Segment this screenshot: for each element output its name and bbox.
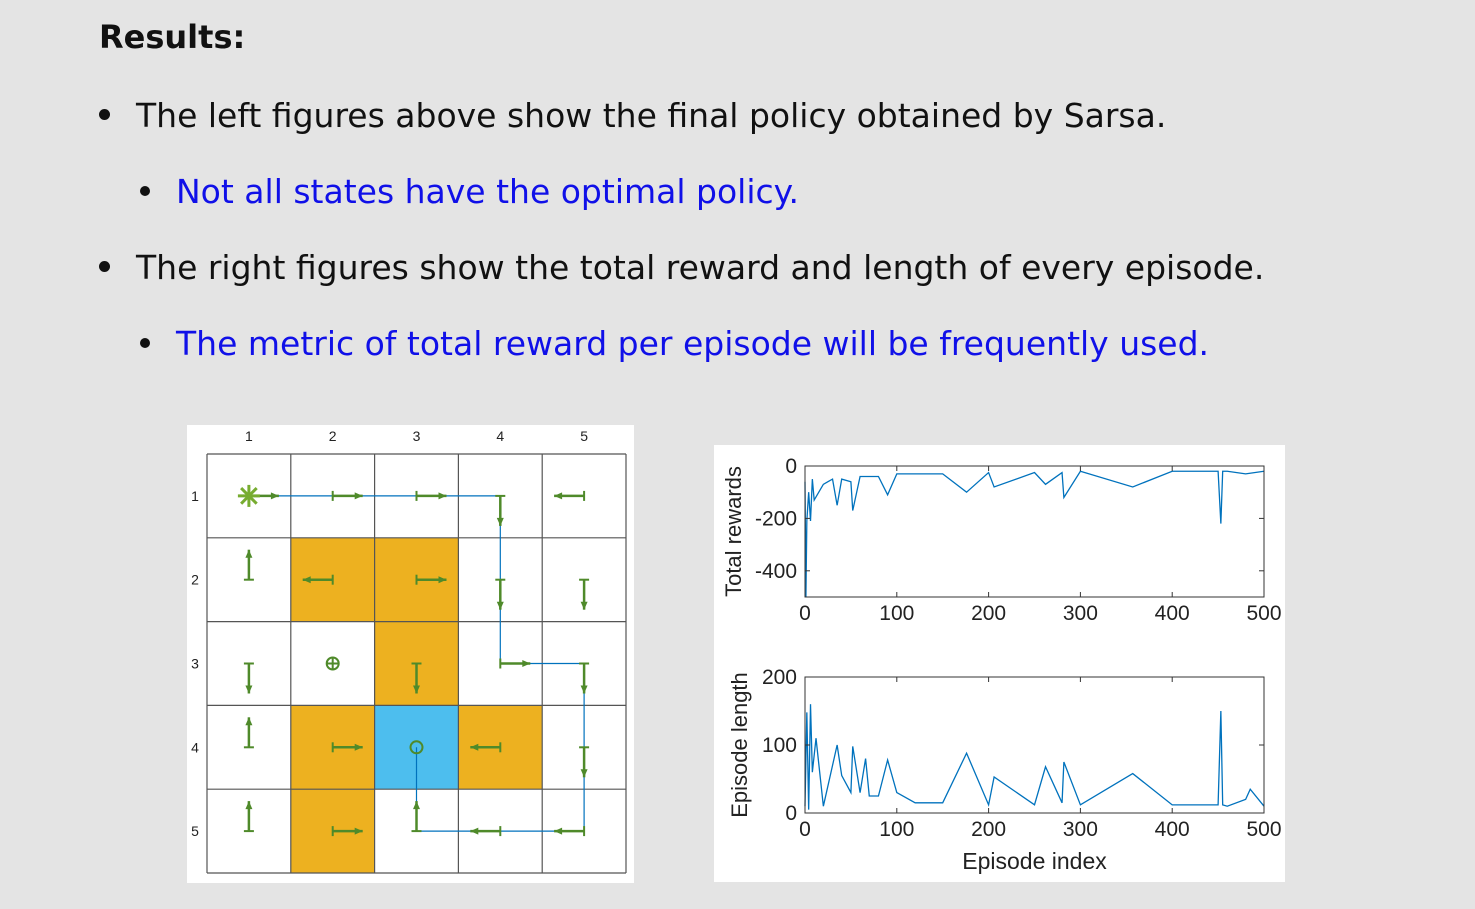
policy-arrow-right-icon xyxy=(331,490,363,501)
row-label: 3 xyxy=(191,656,199,672)
bullet-text: The metric of total reward per episode w… xyxy=(176,324,1210,363)
policy-arrow-down-icon xyxy=(579,746,590,778)
x-tick-label: 200 xyxy=(971,602,1006,625)
results-heading: Results: xyxy=(99,18,246,56)
gridworld-figure: 1 2 3 4 5 1 2 3 4 5 xyxy=(187,425,634,883)
policy-arrow-left-icon xyxy=(302,574,334,585)
y-tick-label: 0 xyxy=(785,802,797,825)
bullet-1: The left figures above show the final po… xyxy=(99,96,1166,135)
policy-arrow-up-icon xyxy=(243,717,254,749)
policy-arrow-down-icon xyxy=(579,578,590,610)
x-tick-label: 100 xyxy=(879,818,914,841)
y-tick-label: 100 xyxy=(762,734,797,757)
col-label: 1 xyxy=(245,428,253,444)
episode-length-chart: 0 100 200 300 400 500 0 100 200 Episode length Epi… xyxy=(727,666,1282,874)
x-tick-label: 500 xyxy=(1246,818,1281,841)
bullet-dot xyxy=(99,109,110,120)
data-line xyxy=(804,470,1265,598)
stay-icon xyxy=(409,740,424,755)
policy-arrow-right-icon xyxy=(331,826,363,837)
policy-arrow-right-icon xyxy=(415,574,447,585)
policy-arrow-up-icon xyxy=(243,801,254,833)
charts-figure: 0 100 200 300 400 500 0 -200 -400 Total rewards 0 1… xyxy=(714,445,1285,882)
total-rewards-chart: 0 100 200 300 400 500 0 -200 -400 Total rewards xyxy=(721,455,1282,625)
policy-arrow-left-icon xyxy=(554,490,586,501)
start-star-icon xyxy=(237,484,260,507)
y-axis-label: Total rewards xyxy=(721,466,746,597)
x-tick-label: 400 xyxy=(1155,818,1190,841)
col-label: 5 xyxy=(580,428,588,444)
bullet-2: The right figures show the total reward … xyxy=(99,248,1264,287)
gridworld-plot: 1 2 3 4 5 1 2 3 4 5 xyxy=(191,428,627,874)
row-label: 5 xyxy=(191,823,199,839)
col-label: 2 xyxy=(329,428,337,444)
reward-length-charts: 0 100 200 300 400 500 0 -200 -400 Total rewards 0 1… xyxy=(721,455,1282,874)
bullet-dot xyxy=(140,185,150,196)
row-label: 2 xyxy=(191,572,199,588)
bullet-text: The left figures above show the final po… xyxy=(136,96,1167,135)
policy-arrow-left-icon xyxy=(554,826,586,837)
x-tick-label: 100 xyxy=(879,602,914,625)
policy-arrow-left-icon xyxy=(470,826,502,837)
policy-arrow-right-icon xyxy=(331,742,363,753)
col-label: 4 xyxy=(496,428,504,444)
y-tick-label: 200 xyxy=(762,666,797,689)
policy-arrow-down-icon xyxy=(579,662,590,694)
sub-bullet-2: The metric of total reward per episode w… xyxy=(140,324,1209,363)
policy-arrow-down-icon xyxy=(495,494,506,526)
policy-arrow-down-icon xyxy=(495,578,506,610)
x-tick-label: 0 xyxy=(799,602,811,625)
col-label: 3 xyxy=(413,428,421,444)
policy-arrow-down-icon xyxy=(411,662,422,694)
data-line xyxy=(804,704,1265,810)
y-tick-label: -200 xyxy=(755,507,797,530)
x-tick-label: 300 xyxy=(1063,818,1098,841)
x-tick-label: 500 xyxy=(1246,602,1281,625)
y-tick-label: -400 xyxy=(755,560,797,583)
row-label: 1 xyxy=(191,488,199,504)
policy-arrow-down-icon xyxy=(243,662,254,694)
bullet-dot xyxy=(140,337,150,348)
row-label: 4 xyxy=(191,739,199,755)
policy-arrow-right-icon xyxy=(415,490,447,501)
policy-arrow-left-icon xyxy=(470,742,502,753)
policy-arrow-up-icon xyxy=(411,801,422,833)
x-tick-label: 300 xyxy=(1063,602,1098,625)
sub-bullet-1: Not all states have the optimal policy. xyxy=(140,172,799,211)
x-tick-label: 200 xyxy=(971,818,1006,841)
bullet-text: Not all states have the optimal policy. xyxy=(176,172,799,211)
x-axis-label: Episode index xyxy=(962,848,1107,874)
policy-arrow-up-icon xyxy=(243,549,254,581)
y-tick-label: 0 xyxy=(785,455,797,478)
x-tick-label: 0 xyxy=(799,818,811,841)
bullet-dot xyxy=(99,261,110,272)
policy-arrow-right-icon xyxy=(499,658,531,669)
y-axis-label: Episode length xyxy=(727,672,752,818)
bullet-text: The right figures show the total reward … xyxy=(136,248,1265,287)
x-tick-label: 400 xyxy=(1155,602,1190,625)
